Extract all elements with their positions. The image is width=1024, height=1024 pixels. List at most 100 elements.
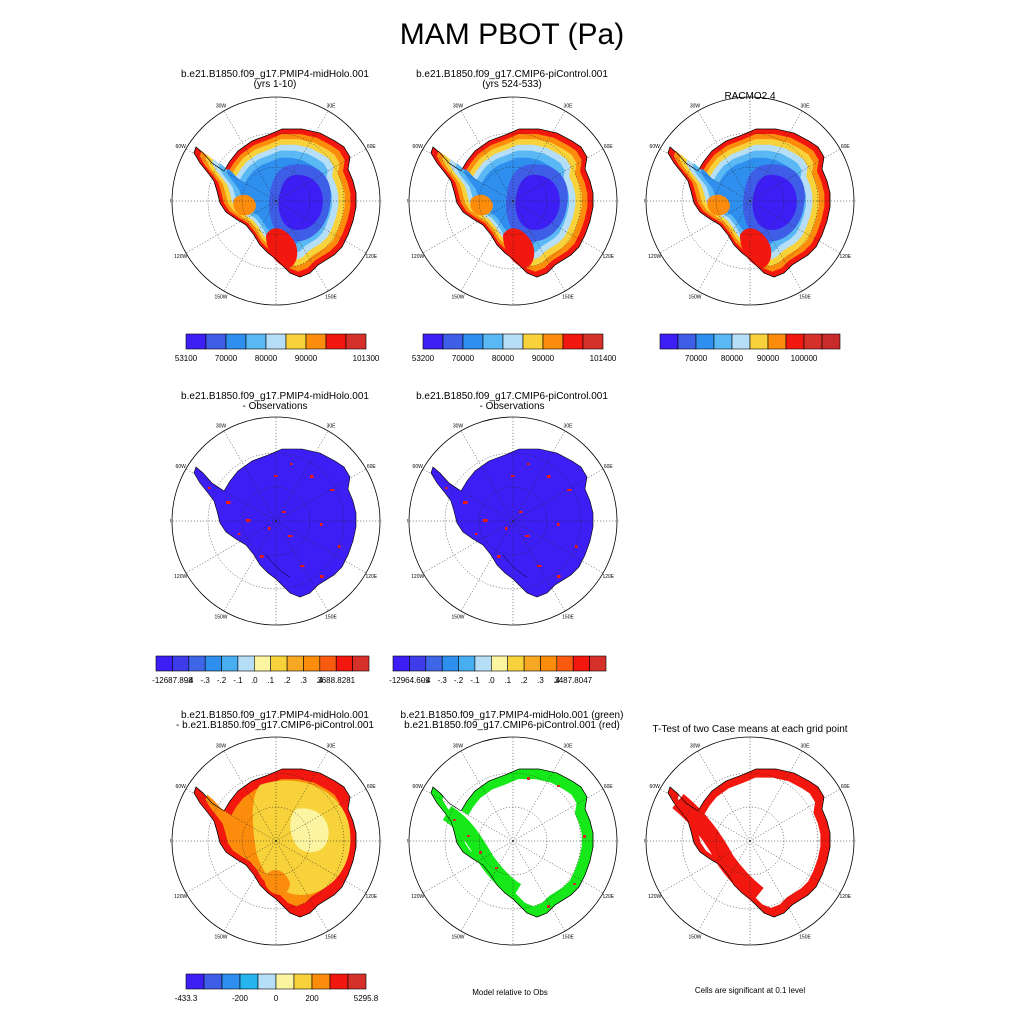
colorbar-swatch: [257, 973, 277, 990]
colorbar-swatch: [572, 655, 590, 672]
colorbar-tick-label: -.1: [470, 676, 480, 685]
colorbar-swatch: [425, 655, 443, 672]
longitude-label: 60E: [841, 784, 851, 790]
longitude-label: 120E: [365, 254, 377, 260]
colorbar-tick-label: .3: [300, 676, 307, 685]
colorbar-tick-label: -.1: [233, 676, 243, 685]
colorbar-swatch: [237, 655, 255, 672]
longitude-label: 60W: [176, 144, 187, 150]
colorbar-swatch: [695, 333, 715, 350]
colorbar-swatch: [677, 333, 697, 350]
colorbar-tick-label: -12687.898: [152, 676, 193, 685]
panel-3-title: RACMO2.4: [724, 91, 776, 102]
colorbar-swatch: [422, 333, 444, 350]
longitude-label: 120W: [411, 574, 424, 580]
polar-map-case-difference: 030E60E90E120E150E180150W120W90W60W30W: [170, 736, 382, 946]
antarctica-field: [193, 128, 357, 278]
polar-map-picontrol-minus-obs: 030E60E90E120E150E180150W120W90W60W30W: [407, 416, 619, 626]
colorbar-tick-label: 53200: [412, 354, 435, 363]
longitude-label: 120W: [174, 894, 187, 900]
colorbar-tick-label: 80000: [255, 354, 278, 363]
colorbar-tick-label: .2: [284, 676, 291, 685]
colorbar-swatch: [474, 655, 492, 672]
colorbar-tick-label: .3: [537, 676, 544, 685]
colorbar-swatch: [205, 333, 227, 350]
longitude-label: 120W: [174, 574, 187, 580]
polar-map-midholo: 030E60E90E120E150E180150W120W90W60W30W: [170, 96, 382, 306]
colorbar-tick-label: 5295.8: [354, 994, 379, 1003]
longitude-label: 120E: [839, 894, 851, 900]
colorbar-tick-label: .0: [488, 676, 495, 685]
colorbar-swatch: [311, 973, 331, 990]
colorbar-swatch: [185, 973, 205, 990]
colorbar-swatch: [523, 655, 541, 672]
colorbar-tick-label: 70000: [685, 354, 708, 363]
polar-map-ttest: 030E60E90E120E150E180150W120W90W60W30W: [644, 736, 856, 946]
longitude-label: 150E: [325, 934, 337, 940]
longitude-label: 150W: [214, 294, 227, 300]
longitude-label: 30E: [327, 104, 337, 110]
note-model-relative: Model relative to Obs: [472, 988, 548, 997]
colorbar-tick-label: -.2: [454, 676, 464, 685]
longitude-label: 30W: [216, 104, 227, 110]
longitude-label: 30W: [690, 744, 701, 750]
colorbar-swatch: [239, 973, 259, 990]
colorbar-tick-label: 80000: [492, 354, 515, 363]
note-significance: Cells are significant at 0.1 level: [694, 986, 806, 995]
longitude-label: 60E: [604, 464, 614, 470]
colorbar-tick-label: 90000: [532, 354, 555, 363]
colorbar-swatch: [441, 655, 459, 672]
colorbar-tick-label: -.4: [421, 676, 431, 685]
colorbar-picontrol: 53200 70000 80000 90000 101400: [412, 333, 617, 363]
longitude-label: 60E: [604, 144, 614, 150]
colorbar-tick-label: -12964.609: [389, 676, 430, 685]
colorbar-tick-label: -433.3: [175, 994, 198, 1003]
longitude-label: 90W: [170, 519, 171, 525]
longitude-label: 30W: [690, 104, 701, 110]
longitude-label: 30W: [453, 744, 464, 750]
colorbar-tick-label: 101300: [353, 354, 380, 363]
longitude-label: 150W: [451, 614, 464, 620]
colorbar-swatch: [352, 655, 370, 672]
colorbar-swatch: [482, 333, 504, 350]
colorbar-tick-label: .4: [553, 676, 560, 685]
colorbar-swatch: [589, 655, 607, 672]
antarctica-field: [430, 768, 594, 918]
colorbar-tick-label: -.4: [184, 676, 194, 685]
colorbar-swatch: [458, 655, 476, 672]
colorbar-swatch: [221, 655, 239, 672]
colorbar-swatch: [540, 655, 558, 672]
colorbar-swatch: [325, 333, 347, 350]
colorbar-tick-label: 100000: [791, 354, 818, 363]
polar-map-picontrol: 030E60E90E120E150E180150W120W90W60W30W: [407, 96, 619, 306]
colorbar-case-difference: -433.3 -200 0 200 5295.8: [175, 973, 379, 1003]
longitude-label: 30W: [216, 744, 227, 750]
colorbar-swatch: [803, 333, 823, 350]
longitude-label: 90W: [407, 199, 408, 205]
longitude-label: 90W: [170, 199, 171, 205]
longitude-label: 150W: [451, 294, 464, 300]
colorbar-midholo-bias: -12687.898-.4 -.3 -.2 -.1 .0 .1 .2 .3 .43688.828…: [152, 655, 370, 685]
longitude-label: 120E: [602, 894, 614, 900]
longitude-label: 60E: [367, 144, 377, 150]
longitude-label: 150E: [562, 294, 574, 300]
colorbar-picontrol-bias: -12964.609-.4 -.3 -.2 -.1 .0 .1 .2 .3 .43487.804…: [389, 655, 607, 685]
colorbar-swatch: [225, 333, 247, 350]
colorbar-swatch: [821, 333, 841, 350]
colorbar-swatch: [507, 655, 525, 672]
longitude-label: 60E: [367, 784, 377, 790]
longitude-label: 60E: [604, 784, 614, 790]
longitude-label: 60E: [367, 464, 377, 470]
panel-7-title: b.e21.B1850.f09_g17.PMIP4-midHolo.001 (g…: [400, 710, 624, 731]
colorbar-swatch: [185, 333, 207, 350]
colorbar-swatch: [442, 333, 464, 350]
colorbar-swatch: [286, 655, 304, 672]
longitude-label: 120E: [365, 574, 377, 580]
colorbar-tick-label: 80000: [721, 354, 744, 363]
polar-map-racmo: 030E60E90E120E150E180150W120W90W60W30W: [644, 96, 856, 306]
longitude-label: 30E: [327, 744, 337, 750]
longitude-label: 30W: [453, 104, 464, 110]
colorbar-swatch: [749, 333, 769, 350]
longitude-label: 90W: [644, 839, 645, 845]
colorbar-tick-label: 90000: [295, 354, 318, 363]
